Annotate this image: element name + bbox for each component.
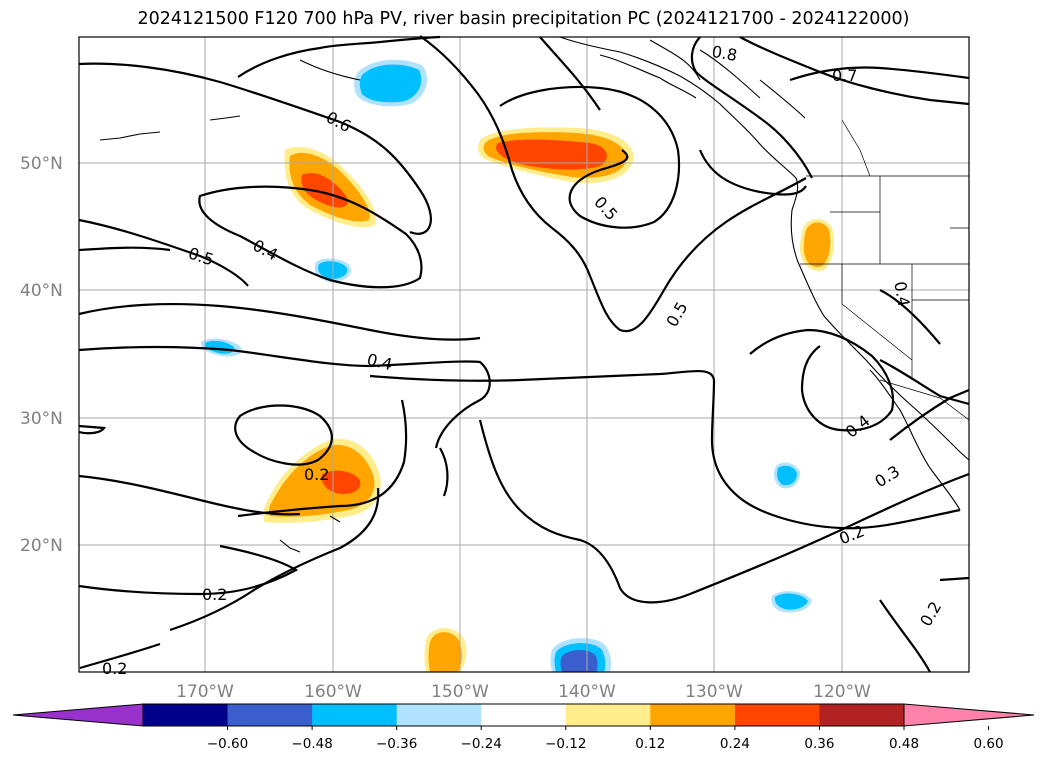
colorbar-tick-label: −0.36 xyxy=(376,736,417,752)
colorbar-segment xyxy=(565,704,651,726)
colorbar-segment xyxy=(396,704,482,726)
lon-label-170w: 170°W xyxy=(176,682,234,702)
lon-label-140w: 140°W xyxy=(558,682,616,702)
contour-label-02b: 0.2 xyxy=(304,465,329,484)
precip-shading xyxy=(200,59,834,672)
lat-label-40n: 40°N xyxy=(20,281,63,301)
colorbar: −0.60 −0.48 −0.36 −0.24 −0.12 0.12 0.24 0.36 0.4… xyxy=(12,703,1035,752)
borders xyxy=(800,119,970,421)
colorbar-segments xyxy=(143,704,905,726)
colorbar-ticks: −0.60 −0.48 −0.36 −0.24 −0.12 0.12 0.24 0.36 0.4… xyxy=(207,726,1004,752)
colorbar-tick-label: −0.12 xyxy=(545,736,586,752)
pv-contours xyxy=(78,35,970,673)
lat-label-50n: 50°N xyxy=(20,154,63,174)
colorbar-tick-label: 0.36 xyxy=(804,736,834,752)
lon-label-150w: 150°W xyxy=(431,682,489,702)
lat-label-30n: 30°N xyxy=(20,409,63,429)
colorbar-segment xyxy=(312,704,398,726)
colorbar-max-extend xyxy=(903,703,1035,727)
lon-label-130w: 130°W xyxy=(685,682,743,702)
contour-label-04c: 0.4 xyxy=(890,280,913,308)
lon-label-160w: 160°W xyxy=(304,682,362,702)
colorbar-tick-label: 0.12 xyxy=(635,736,665,752)
contour-label-02c: 0.2 xyxy=(202,585,227,604)
colorbar-segment xyxy=(143,704,229,726)
colorbar-segment xyxy=(227,704,313,726)
colorbar-segment xyxy=(481,704,567,726)
lon-label-120w: 120°W xyxy=(813,682,871,702)
longitude-labels: 170°W 160°W 150°W 140°W 130°W 120°W xyxy=(176,682,871,702)
colorbar-tick-label: 0.48 xyxy=(889,736,919,752)
colorbar-min-extend xyxy=(12,703,144,727)
latitude-labels: 50°N 40°N 30°N 20°N xyxy=(20,154,63,556)
contour-label-02e: 0.2 xyxy=(102,659,127,678)
lat-label-20n: 20°N xyxy=(20,536,63,556)
map-title: 2024121500 F120 700 hPa PV, river basin … xyxy=(137,9,910,29)
colorbar-tick-label: −0.24 xyxy=(461,736,502,752)
map-frame xyxy=(78,36,970,673)
colorbar-tick-label: −0.60 xyxy=(207,736,248,752)
colorbar-tick-label: 0.60 xyxy=(974,736,1004,752)
colorbar-segment xyxy=(734,704,820,726)
colorbar-segment xyxy=(819,704,905,726)
coastlines xyxy=(99,36,970,553)
colorbar-tick-label: −0.48 xyxy=(291,736,332,752)
colorbar-segment xyxy=(650,704,736,726)
contour-label-07: 0.7 xyxy=(832,66,857,85)
graticule xyxy=(79,37,969,672)
colorbar-tick-label: 0.24 xyxy=(720,736,750,752)
contour-label-08: 0.8 xyxy=(710,42,738,65)
colorbar-frame xyxy=(142,703,905,727)
